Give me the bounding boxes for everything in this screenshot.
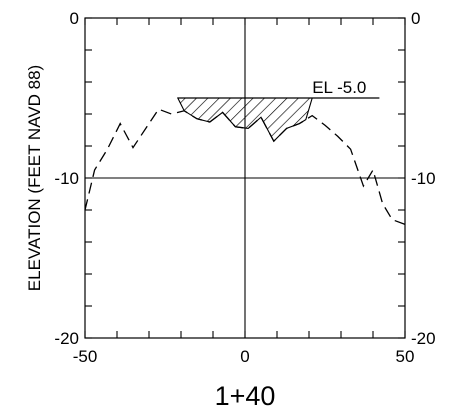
y-tick-label-right-neg10: -10 — [411, 169, 436, 188]
y-tick-label-right-neg20: -20 — [411, 329, 436, 348]
x-tick-label-neg50: -50 — [73, 347, 98, 366]
y-tick-label-right-0: 0 — [411, 9, 420, 28]
series-line-profile — [84, 108, 406, 226]
y-tick-label-left-neg10: -10 — [54, 169, 79, 188]
annotation-label: EL -5.0 — [312, 78, 366, 97]
x-tick-label-50: 50 — [396, 347, 415, 366]
y-tick-label-left-neg20: -20 — [54, 329, 79, 348]
x-tick-label-0: 0 — [240, 347, 249, 366]
section-label: 1+40 — [215, 381, 276, 411]
y-tick-label-left-0: 0 — [70, 9, 79, 28]
y-axis-title: ELEVATION (FEET NAVD 88) — [25, 65, 44, 291]
